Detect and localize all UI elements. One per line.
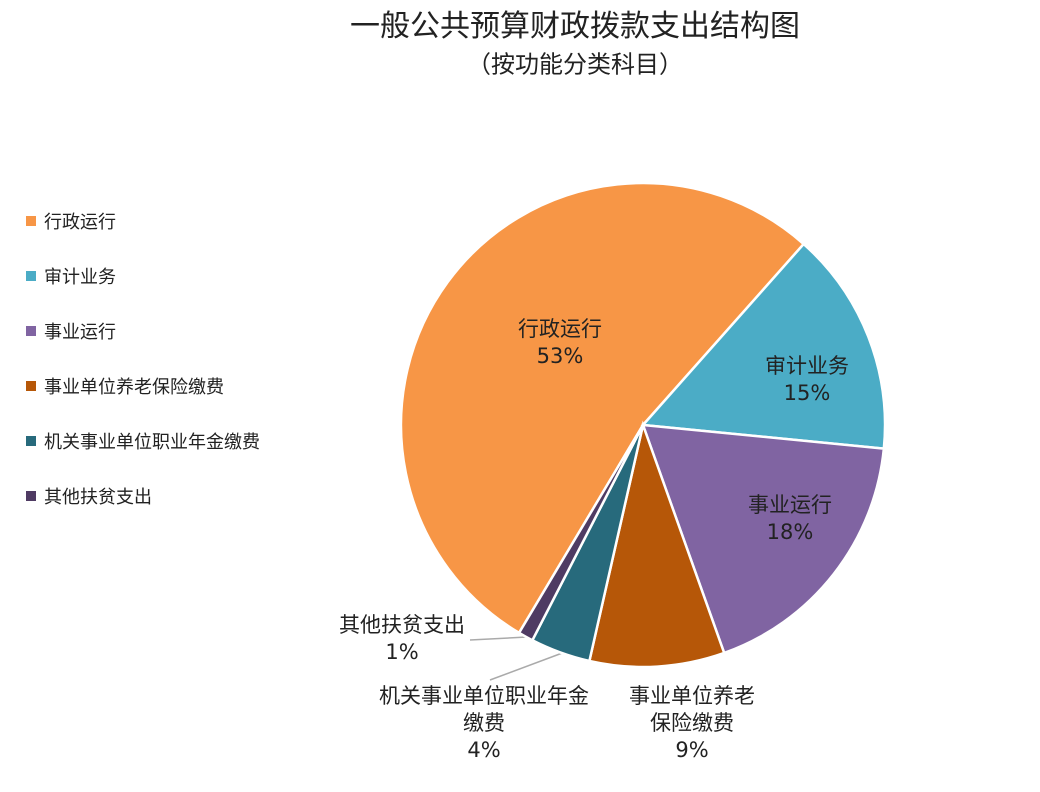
label-value: 4%: [467, 738, 501, 762]
label-category: 事业单位养老保险缴费: [629, 684, 755, 735]
legend-swatch: [26, 436, 36, 446]
legend-swatch: [26, 326, 36, 336]
data-label: 审计业务 15%: [737, 353, 877, 407]
label-category: 事业运行: [748, 493, 832, 517]
data-label: 事业单位养老保险缴费 9%: [622, 683, 762, 764]
legend-label: 行政运行: [44, 212, 116, 233]
data-label: 其他扶贫支出 1%: [300, 612, 504, 666]
leader-line: [489, 651, 566, 681]
legend-label: 事业运行: [44, 322, 116, 343]
legend-label: 事业单位养老保险缴费: [44, 377, 224, 398]
legend-entry: 行政运行: [26, 208, 116, 234]
label-value: 1%: [385, 640, 419, 664]
label-value: 18%: [766, 520, 814, 544]
legend-entry: 事业运行: [26, 318, 116, 344]
legend-entry: 其他扶贫支出: [26, 483, 152, 509]
pie-slice: [517, 424, 645, 642]
legend-swatch: [26, 271, 36, 281]
label-value: 53%: [536, 344, 584, 368]
leader-line: [469, 636, 528, 641]
label-category: 其他扶贫支出: [339, 613, 465, 637]
pie-slice: [640, 242, 887, 450]
label-value: 9%: [675, 738, 709, 762]
legend-label: 机关事业单位职业年金缴费: [44, 432, 260, 453]
legend-swatch: [26, 381, 36, 391]
label-category: 审计业务: [765, 354, 849, 378]
chart-subtitle: （按功能分类科目）: [467, 51, 683, 79]
data-label: 机关事业单位职业年金缴费 4%: [378, 683, 590, 764]
label-category: 行政运行: [518, 317, 602, 341]
legend-entry: 机关事业单位职业年金缴费: [26, 428, 260, 454]
chart-title: 一般公共预算财政拨款支出结构图: [350, 9, 800, 44]
label-value: 15%: [783, 381, 831, 405]
legend-entry: 事业单位养老保险缴费: [26, 373, 224, 399]
legend-label: 其他扶贫支出: [44, 487, 152, 508]
data-label: 事业运行 18%: [720, 492, 860, 546]
legend-entry: 审计业务: [26, 263, 116, 289]
legend-label: 审计业务: [44, 267, 116, 288]
pie-slice: [641, 423, 886, 655]
label-category: 机关事业单位职业年金缴费: [379, 684, 589, 735]
legend-swatch: [26, 491, 36, 501]
legend-swatch: [26, 216, 36, 226]
pie-slice: [587, 420, 726, 669]
pie-slice: [399, 181, 806, 635]
data-label: 行政运行 53%: [490, 316, 630, 370]
